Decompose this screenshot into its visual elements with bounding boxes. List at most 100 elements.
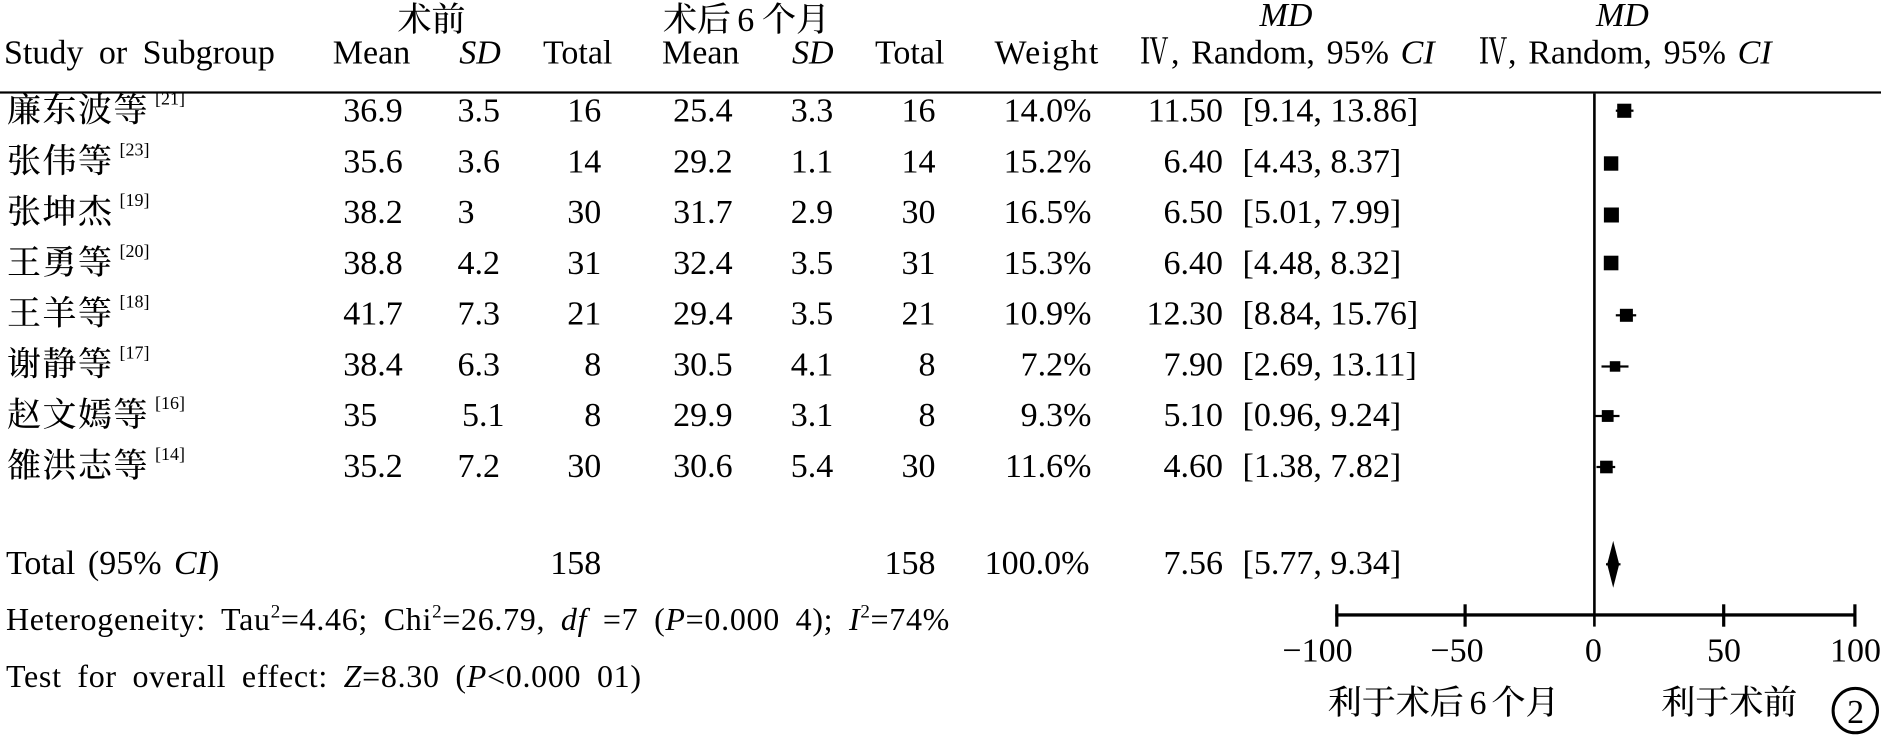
svg-text:[18]: [18]: [120, 292, 150, 312]
svg-text:Test for overall effect: Z=8.3: Test for overall effect: Z=8.30 (P<0.000…: [6, 658, 642, 694]
svg-text:35: 35: [343, 397, 377, 434]
svg-text:8: 8: [919, 347, 936, 384]
svg-text:38.2: 38.2: [343, 194, 403, 231]
svg-text:Study or Subgroup: Study or Subgroup: [4, 35, 275, 72]
svg-text:MD: MD: [1259, 0, 1313, 34]
svg-text:36.9: 36.9: [343, 93, 403, 130]
svg-text:14: 14: [902, 143, 936, 180]
svg-text:MD: MD: [1595, 0, 1649, 34]
svg-text:16.5%: 16.5%: [1004, 194, 1092, 231]
svg-text:8: 8: [584, 347, 601, 384]
svg-text:3.3: 3.3: [791, 93, 834, 130]
svg-text:[1.38, 7.82]: [1.38, 7.82]: [1243, 448, 1402, 485]
svg-text:7.90: 7.90: [1164, 347, 1224, 384]
svg-text:[2.69, 13.11]: [2.69, 13.11]: [1243, 347, 1417, 384]
svg-text:3: 3: [458, 194, 475, 231]
svg-text:[5.01, 7.99]: [5.01, 7.99]: [1243, 194, 1402, 231]
svg-text:Mean: Mean: [333, 35, 410, 72]
svg-text:[16]: [16]: [155, 393, 185, 413]
svg-text:15.2%: 15.2%: [1004, 143, 1092, 180]
svg-text:5.4: 5.4: [791, 448, 834, 485]
svg-text:SD: SD: [792, 35, 834, 72]
svg-text:3.6: 3.6: [458, 143, 501, 180]
svg-text:, Random, 95% CI: , Random, 95% CI: [1171, 35, 1436, 72]
svg-text:7.2%: 7.2%: [1021, 347, 1092, 384]
svg-text:21: 21: [902, 296, 936, 333]
svg-text:4.2: 4.2: [458, 245, 501, 282]
svg-text:Heterogeneity: Tau2=4.46; Chi2: Heterogeneity: Tau2=4.46; Chi2=26.79, df…: [6, 601, 950, 637]
svg-text:9.3%: 9.3%: [1021, 397, 1092, 434]
svg-text:7.2: 7.2: [458, 448, 501, 485]
svg-text:32.4: 32.4: [673, 245, 733, 282]
svg-text:8: 8: [584, 397, 601, 434]
svg-text:30: 30: [902, 448, 936, 485]
svg-text:[5.77, 9.34]: [5.77, 9.34]: [1243, 545, 1402, 582]
svg-text:, Random, 95% CI: , Random, 95% CI: [1508, 35, 1773, 72]
svg-text:3.5: 3.5: [791, 296, 834, 333]
svg-text:15.3%: 15.3%: [1004, 245, 1092, 282]
svg-text:30: 30: [567, 448, 601, 485]
svg-text:6.3: 6.3: [458, 347, 501, 384]
svg-text:30: 30: [902, 194, 936, 231]
svg-text:7.56: 7.56: [1164, 545, 1224, 582]
svg-text:−100: −100: [1282, 633, 1352, 670]
svg-text:11.6%: 11.6%: [1005, 448, 1092, 485]
svg-text:38.4: 38.4: [343, 347, 403, 384]
svg-text:158: 158: [550, 545, 601, 582]
svg-text:1.1: 1.1: [791, 143, 834, 180]
svg-text:Total: Total: [875, 35, 944, 72]
svg-text:4.60: 4.60: [1164, 448, 1224, 485]
svg-text:[9.14, 13.86]: [9.14, 13.86]: [1243, 93, 1419, 130]
svg-text:[21]: [21]: [155, 89, 185, 109]
svg-text:Mean: Mean: [662, 35, 739, 72]
svg-text:[4.48, 8.32]: [4.48, 8.32]: [1243, 245, 1402, 282]
svg-text:Total (95% CI): Total (95% CI): [6, 545, 219, 582]
svg-text:29.2: 29.2: [673, 143, 733, 180]
svg-text:30.5: 30.5: [673, 347, 733, 384]
svg-text:100.0%: 100.0%: [985, 545, 1090, 582]
svg-text:[17]: [17]: [120, 343, 150, 363]
svg-text:14.0%: 14.0%: [1004, 93, 1092, 130]
svg-text:30: 30: [567, 194, 601, 231]
svg-text:38.8: 38.8: [343, 245, 403, 282]
svg-text:3.5: 3.5: [458, 93, 501, 130]
svg-text:[8.84, 15.76]: [8.84, 15.76]: [1243, 296, 1419, 333]
svg-text:5.10: 5.10: [1164, 397, 1224, 434]
svg-text:35.2: 35.2: [343, 448, 403, 485]
svg-text:−50: −50: [1430, 633, 1483, 670]
svg-text:16: 16: [902, 93, 936, 130]
svg-text:16: 16: [567, 93, 601, 130]
svg-text:31.7: 31.7: [673, 194, 733, 231]
svg-text:SD: SD: [459, 35, 501, 72]
svg-text:5.1: 5.1: [462, 397, 505, 434]
svg-text:10.9%: 10.9%: [1004, 296, 1092, 333]
svg-text:100: 100: [1830, 633, 1881, 670]
svg-text:[0.96, 9.24]: [0.96, 9.24]: [1243, 397, 1402, 434]
svg-text:6.40: 6.40: [1164, 245, 1224, 282]
svg-text:Weight: Weight: [995, 35, 1100, 72]
svg-text:[14]: [14]: [155, 444, 185, 464]
svg-text:6: 6: [1470, 685, 1487, 722]
svg-text:41.7: 41.7: [343, 296, 403, 333]
svg-text:31: 31: [567, 245, 601, 282]
svg-text:35.6: 35.6: [343, 143, 403, 180]
svg-text:158: 158: [885, 545, 936, 582]
svg-text:[19]: [19]: [120, 190, 150, 210]
svg-text:0: 0: [1585, 633, 1602, 670]
svg-text:6: 6: [737, 2, 754, 39]
svg-text:6.40: 6.40: [1164, 143, 1224, 180]
svg-text:11.50: 11.50: [1148, 93, 1223, 130]
svg-text:7.3: 7.3: [458, 296, 501, 333]
svg-text:50: 50: [1707, 633, 1741, 670]
svg-text:[20]: [20]: [120, 241, 150, 261]
svg-text:14: 14: [567, 143, 601, 180]
svg-text:29.9: 29.9: [673, 397, 733, 434]
svg-text:[4.43, 8.37]: [4.43, 8.37]: [1243, 143, 1402, 180]
svg-text:[23]: [23]: [120, 139, 150, 159]
svg-text:2.9: 2.9: [791, 194, 834, 231]
svg-text:8: 8: [919, 397, 936, 434]
svg-text:3.1: 3.1: [791, 397, 834, 434]
svg-text:Total: Total: [543, 35, 612, 72]
svg-text:31: 31: [902, 245, 936, 282]
svg-text:21: 21: [567, 296, 601, 333]
